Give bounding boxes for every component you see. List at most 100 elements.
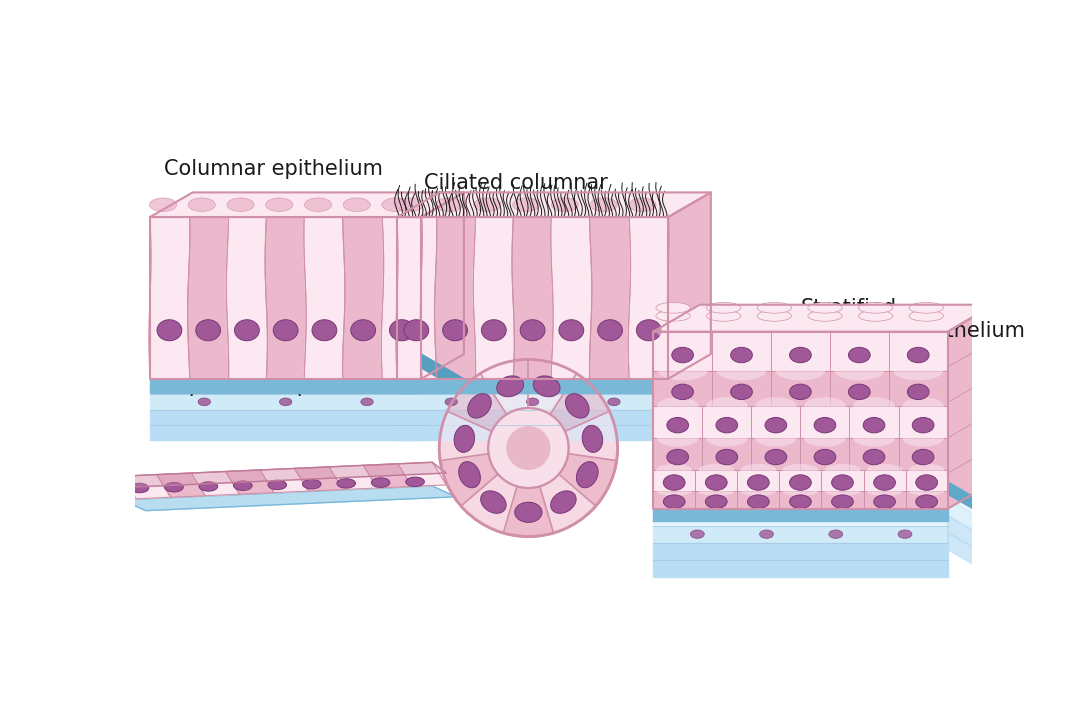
Ellipse shape <box>474 198 501 212</box>
Ellipse shape <box>716 361 767 380</box>
Polygon shape <box>850 439 897 469</box>
Ellipse shape <box>907 347 929 362</box>
Polygon shape <box>122 486 456 510</box>
Polygon shape <box>850 406 897 437</box>
Polygon shape <box>421 354 464 393</box>
Ellipse shape <box>741 464 777 476</box>
Ellipse shape <box>775 361 825 380</box>
Ellipse shape <box>608 398 620 406</box>
Ellipse shape <box>233 481 252 490</box>
Ellipse shape <box>755 429 797 447</box>
Ellipse shape <box>808 303 842 313</box>
Polygon shape <box>342 217 383 379</box>
Polygon shape <box>703 406 751 437</box>
Polygon shape <box>947 305 995 509</box>
Polygon shape <box>512 217 553 379</box>
Polygon shape <box>801 439 849 469</box>
Polygon shape <box>295 467 343 491</box>
Ellipse shape <box>859 303 893 313</box>
Polygon shape <box>565 412 618 461</box>
Text: Stratified
squamous epithelium: Stratified squamous epithelium <box>800 298 1025 341</box>
Ellipse shape <box>897 513 912 521</box>
Circle shape <box>507 426 551 470</box>
Ellipse shape <box>757 310 792 321</box>
Ellipse shape <box>361 383 374 391</box>
Polygon shape <box>653 509 947 521</box>
Ellipse shape <box>706 397 747 415</box>
Polygon shape <box>653 526 947 543</box>
Polygon shape <box>397 379 669 393</box>
Polygon shape <box>629 217 670 379</box>
Ellipse shape <box>157 320 181 341</box>
Ellipse shape <box>149 198 176 212</box>
Ellipse shape <box>814 449 836 465</box>
Polygon shape <box>738 471 779 490</box>
Ellipse shape <box>897 530 912 539</box>
Ellipse shape <box>343 198 370 212</box>
Polygon shape <box>150 192 464 217</box>
Ellipse shape <box>909 303 944 313</box>
Polygon shape <box>752 439 799 469</box>
Polygon shape <box>713 332 770 370</box>
Ellipse shape <box>188 198 215 212</box>
Ellipse shape <box>741 486 777 496</box>
Ellipse shape <box>789 384 811 399</box>
Ellipse shape <box>805 429 846 447</box>
Ellipse shape <box>198 383 211 391</box>
Ellipse shape <box>832 495 853 508</box>
Ellipse shape <box>706 310 741 321</box>
Polygon shape <box>906 471 947 490</box>
Ellipse shape <box>706 429 747 447</box>
Polygon shape <box>397 394 669 409</box>
Polygon shape <box>157 473 205 497</box>
Ellipse shape <box>526 398 539 406</box>
Ellipse shape <box>164 482 184 492</box>
Polygon shape <box>654 471 694 490</box>
Polygon shape <box>363 464 411 488</box>
Ellipse shape <box>916 495 937 508</box>
Text: Columnar epithelium: Columnar epithelium <box>164 159 382 179</box>
Ellipse shape <box>789 475 811 490</box>
Ellipse shape <box>657 486 692 496</box>
Polygon shape <box>654 439 702 469</box>
Polygon shape <box>150 379 421 394</box>
Ellipse shape <box>853 429 895 447</box>
Ellipse shape <box>828 513 842 521</box>
Polygon shape <box>653 305 995 331</box>
Ellipse shape <box>849 347 870 362</box>
Ellipse shape <box>526 383 539 391</box>
Polygon shape <box>260 469 309 492</box>
Ellipse shape <box>874 495 895 508</box>
Ellipse shape <box>699 486 734 496</box>
Polygon shape <box>780 492 821 508</box>
Ellipse shape <box>663 495 685 508</box>
Ellipse shape <box>481 491 507 513</box>
Ellipse shape <box>913 417 934 433</box>
Polygon shape <box>654 371 712 405</box>
Ellipse shape <box>273 320 298 341</box>
Ellipse shape <box>577 461 598 488</box>
Polygon shape <box>447 373 507 431</box>
Ellipse shape <box>372 478 390 487</box>
Polygon shape <box>653 560 947 576</box>
Ellipse shape <box>361 398 374 406</box>
Circle shape <box>488 408 569 488</box>
Polygon shape <box>947 516 995 560</box>
Ellipse shape <box>629 198 656 212</box>
Ellipse shape <box>657 464 692 476</box>
Ellipse shape <box>396 198 423 212</box>
Ellipse shape <box>699 464 734 476</box>
Ellipse shape <box>765 417 786 433</box>
Polygon shape <box>227 217 268 379</box>
Polygon shape <box>481 360 528 414</box>
Polygon shape <box>890 371 947 405</box>
Polygon shape <box>421 370 464 409</box>
Ellipse shape <box>657 397 699 415</box>
Ellipse shape <box>382 198 409 212</box>
Ellipse shape <box>521 320 545 341</box>
Ellipse shape <box>658 321 707 342</box>
Ellipse shape <box>814 417 836 433</box>
Ellipse shape <box>757 303 792 313</box>
Polygon shape <box>669 385 711 425</box>
Polygon shape <box>381 217 422 379</box>
